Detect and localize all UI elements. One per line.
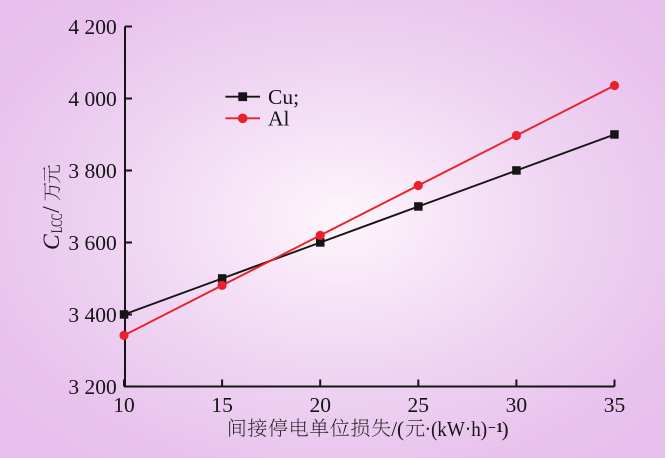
svg-text:20: 20: [309, 393, 331, 417]
svg-text:/(: /(: [391, 417, 404, 441]
svg-text:30: 30: [506, 393, 528, 417]
svg-text:Cu;: Cu;: [268, 85, 299, 109]
svg-text:4 200: 4 200: [68, 15, 116, 39]
svg-text:35: 35: [604, 393, 626, 417]
svg-text:4 000: 4 000: [68, 87, 116, 111]
svg-text:10: 10: [113, 393, 135, 417]
svg-text:3 400: 3 400: [68, 303, 116, 327]
svg-text:C: C: [39, 234, 65, 250]
svg-text:/: /: [39, 206, 65, 213]
svg-text:25: 25: [408, 393, 430, 417]
svg-text:15: 15: [211, 393, 233, 417]
svg-text:): ): [502, 417, 509, 441]
svg-text:3 800: 3 800: [68, 159, 116, 183]
svg-text:3 200: 3 200: [68, 375, 116, 399]
svg-text:Al: Al: [268, 107, 290, 131]
svg-text:−1: −1: [488, 421, 503, 436]
svg-text:3 600: 3 600: [68, 231, 116, 255]
svg-text:LCC: LCC: [49, 214, 66, 234]
svg-text:·(kW·h): ·(kW·h): [425, 417, 488, 441]
